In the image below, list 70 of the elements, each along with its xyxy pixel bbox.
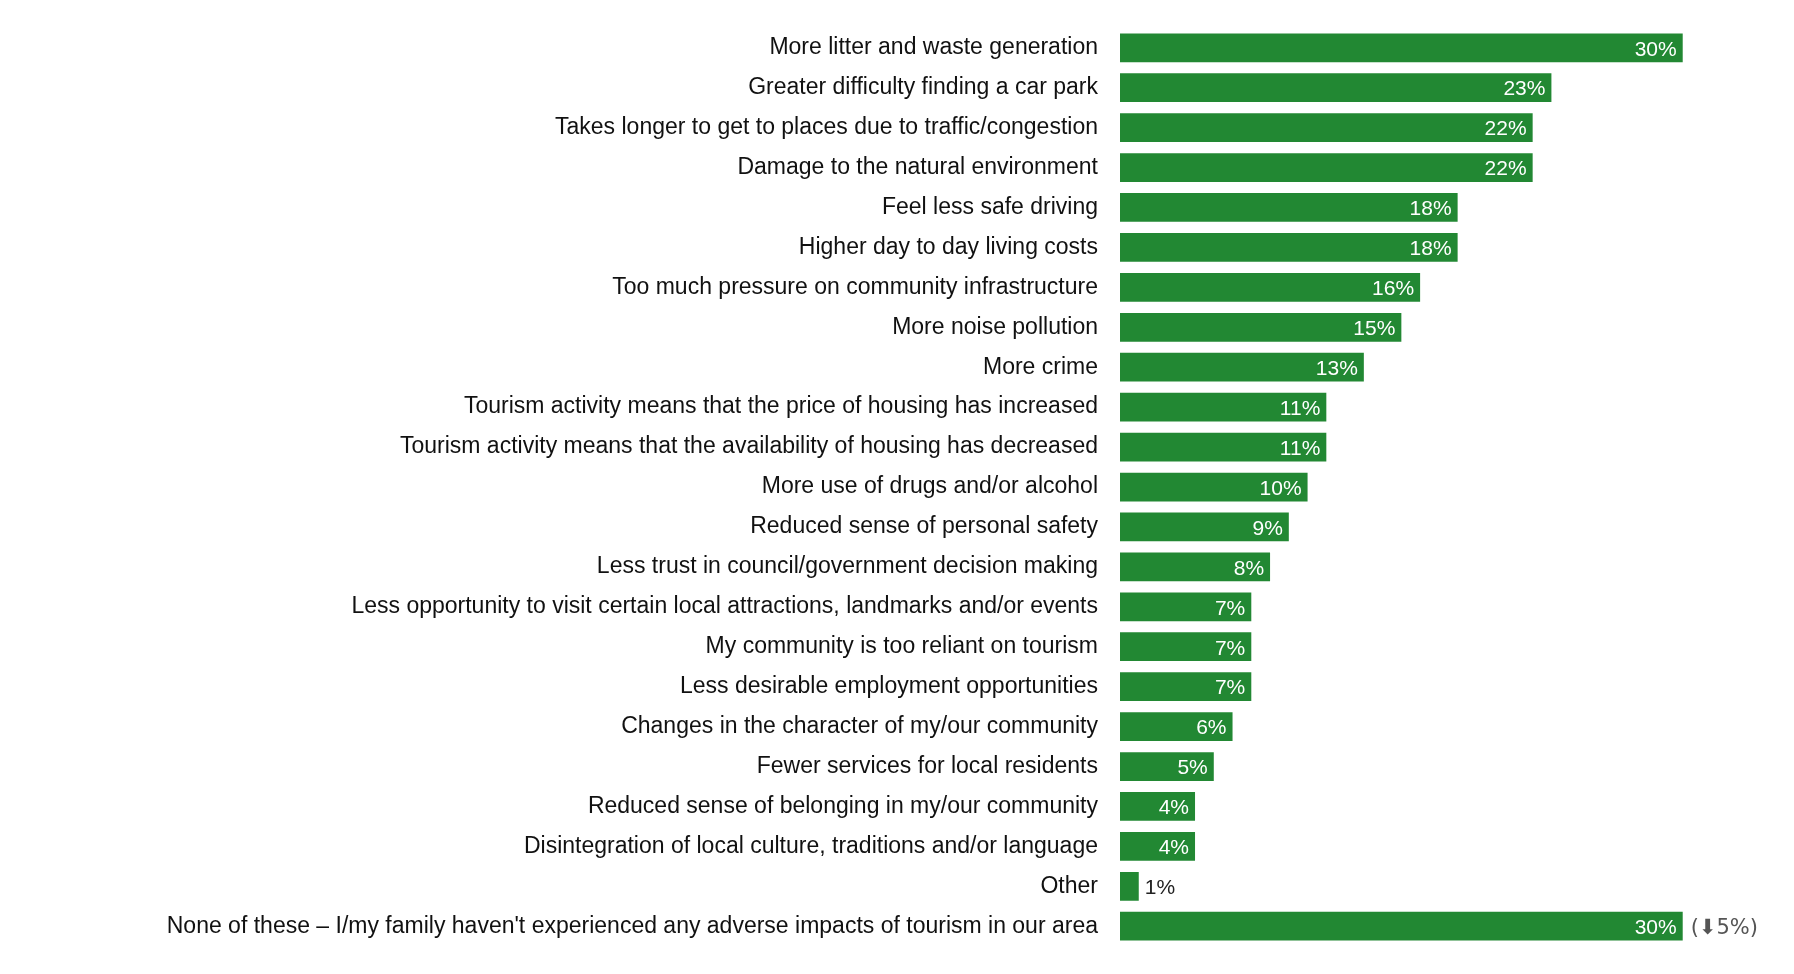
bar — [1120, 592, 1252, 622]
y-tick-label: Takes longer to get to places due to traffic/congestion — [555, 112, 1098, 139]
y-tick-label: Greater difficulty finding a car park — [748, 73, 1099, 100]
data-label: 13% — [1315, 356, 1358, 380]
data-label: 18% — [1409, 236, 1452, 260]
y-tick-label: None of these – I/my family haven't experienced any adverse impacts of tourism in our area — [166, 911, 1099, 938]
bar — [1120, 512, 1289, 542]
bar — [1120, 33, 1683, 63]
data-label: 16% — [1372, 276, 1415, 300]
data-label: 1% — [1144, 875, 1176, 899]
y-tick-label: My community is too reliant on tourism — [705, 632, 1098, 659]
bar — [1120, 832, 1196, 861]
bar — [1120, 632, 1252, 662]
bar — [1120, 871, 1139, 901]
data-label: 10% — [1259, 475, 1302, 499]
data-label: 4% — [1158, 795, 1190, 819]
y-tick-label: Disintegration of local culture, traditions and/or language — [523, 831, 1098, 858]
bar — [1120, 233, 1458, 262]
data-label: 11% — [1279, 395, 1321, 419]
bar — [1120, 153, 1533, 182]
data-label: 30% — [1634, 915, 1677, 939]
bar — [1120, 472, 1308, 502]
bar — [1120, 432, 1327, 462]
y-tick-label: Feel less safe driving — [881, 192, 1098, 219]
bar — [1120, 73, 1552, 103]
bar — [1120, 312, 1402, 342]
y-tick-label: Reduced sense of personal safety — [750, 512, 1099, 539]
data-label: 30% — [1634, 36, 1677, 60]
data-label: 15% — [1353, 316, 1396, 340]
bar — [1120, 352, 1364, 382]
data-label: 7% — [1214, 595, 1246, 619]
bar — [1120, 712, 1233, 741]
y-tick-label: Tourism activity means that the availability of housing has decreased — [399, 432, 1098, 459]
data-label: 9% — [1252, 515, 1283, 539]
data-label: 23% — [1503, 76, 1546, 100]
y-tick-label: Less desirable employment opportunities — [679, 672, 1098, 698]
y-tick-label: Less trust in council/government decision making — [596, 552, 1098, 579]
data-label: 5% — [1177, 755, 1208, 779]
y-tick-label: Less opportunity to visit certain local attractions, landmarks and/or events — [351, 592, 1098, 619]
data-label: 6% — [1196, 715, 1227, 739]
data-label: 7% — [1214, 635, 1246, 659]
data-label: 11% — [1279, 435, 1321, 459]
y-tick-label: More noise pollution — [892, 312, 1098, 339]
bar — [1120, 272, 1421, 302]
y-tick-label: More use of drugs and/or alcohol — [761, 472, 1098, 499]
bar — [1120, 552, 1271, 582]
y-tick-label: Tourism activity means that the price of housing has increased — [463, 392, 1098, 419]
data-label: 22% — [1484, 156, 1527, 180]
y-tick-label: Changes in the character of my/our community — [621, 711, 1099, 738]
bar — [1120, 911, 1683, 941]
y-tick-label: Too much pressure on community infrastructure — [612, 272, 1098, 299]
bar — [1120, 792, 1196, 821]
data-label: 22% — [1484, 116, 1527, 140]
bar — [1120, 392, 1327, 422]
data-label: 7% — [1214, 675, 1246, 699]
y-tick-label: Higher day to day living costs — [798, 232, 1098, 259]
annotation: (⬇5%) — [1690, 914, 1759, 939]
y-tick-label: More litter and waste generation — [769, 33, 1098, 60]
data-label: 18% — [1409, 196, 1452, 220]
y-tick-label: Other — [1040, 871, 1099, 898]
bar — [1120, 752, 1214, 781]
y-tick-label: Reduced sense of belonging in my/our community — [587, 791, 1099, 818]
data-label: 8% — [1233, 555, 1265, 579]
y-tick-label: Damage to the natural environment — [737, 152, 1099, 179]
bar — [1120, 193, 1458, 222]
y-tick-label: Fewer services for local residents — [756, 751, 1098, 778]
y-tick-label: More crime — [982, 352, 1098, 379]
data-label: 4% — [1158, 835, 1190, 859]
bar — [1120, 672, 1252, 702]
bar — [1120, 113, 1533, 142]
